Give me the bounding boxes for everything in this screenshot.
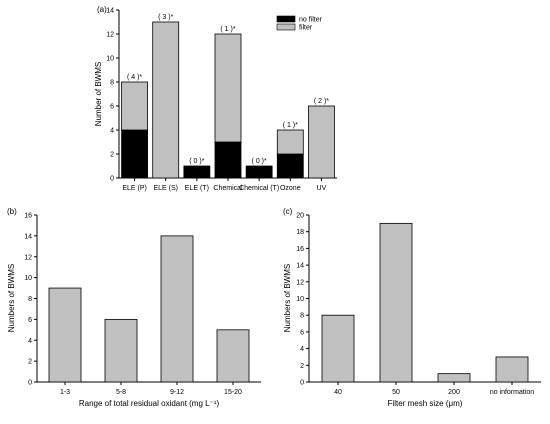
y-axis-label: Numbers of BWMS [7,264,16,332]
legend-swatch [276,15,296,23]
panel-label: (a) [97,5,107,14]
y-tick-label: 6 [110,104,114,111]
bar-annotation: ( 3 )* [158,14,173,21]
y-tick-label: 8 [300,313,304,320]
bar-no-filter-5 [245,165,273,179]
y-tick-label: 2 [28,359,32,366]
x-tick-label: Chemical (T) [239,185,279,192]
y-tick-label: 8 [28,296,32,303]
chart-panel-1: 0 2 4 6 8 10 12 14 Number of BWMS (a) ( 4 )* ELE (P… [94,5,337,192]
x-tick-label: no information [490,389,534,396]
x-tick-label: ELE (P) [122,185,147,192]
chart-panel-2: 0 2 4 6 8 10 12 14 16 Numbers of BWMS (b) 1-3 5-8 9-1… [7,207,261,408]
x-tick-label: ELE (S) [153,185,178,192]
bar-4 [216,329,250,383]
y-tick-label: 10 [296,296,304,303]
y-axis-label: Number of BWMS [94,62,103,126]
x-axis-label: Filter mesh size (μm) [388,399,463,408]
bar-annotation: ( 0 )* [189,158,204,165]
y-tick-label: 0 [110,176,114,183]
bar-1 [321,314,355,383]
bar-2 [379,222,413,383]
y-tick-label: 12 [106,32,114,39]
x-tick-label: 5-8 [116,389,126,396]
x-tick-label: UV [317,185,327,192]
bar-annotation: ( 4 )* [127,74,142,81]
legend-label: no filter [299,17,323,24]
y-tick-label: 4 [300,346,304,353]
y-tick-label: 4 [28,338,32,345]
bar-annotation: ( 0 )* [252,158,267,165]
y-tick-label: 16 [296,246,304,253]
bar-2 [104,318,138,383]
y-tick-label: 14 [106,8,114,15]
bar-filter-4 [214,33,242,143]
bar-1 [48,287,82,383]
x-tick-label: 40 [334,389,342,396]
bar-no-filter-1 [121,129,148,179]
y-tick-label: 10 [24,275,32,282]
x-tick-label: 50 [392,389,400,396]
x-tick-label: 9-12 [170,389,184,396]
bar-no-filter-6 [276,153,304,179]
y-tick-label: 10 [106,56,114,63]
legend-label: filter [299,25,313,32]
legend-swatch [276,23,296,31]
bar-annotation: ( 1 )* [220,26,235,33]
x-tick-label: Ozone [280,185,301,192]
y-tick-label: 2 [110,152,114,159]
y-tick-label: 20 [296,213,304,220]
bar-annotation: ( 1 )* [283,122,298,129]
x-tick-label: 200 [448,389,460,396]
y-tick-label: 12 [24,254,32,261]
y-tick-label: 14 [24,233,32,240]
bar-filter-2 [152,21,180,179]
chart-panel-3: 0 2 4 6 8 10 12 14 16 18 20 Numbers of BWMS (c) 40 50 2… [283,207,541,408]
y-tick-label: 2 [300,363,304,370]
x-tick-label: ELE (T) [185,185,209,192]
bar-annotation: ( 2 )* [314,98,329,105]
y-tick-label: 16 [24,213,32,220]
y-tick-label: 0 [300,380,304,387]
x-tick-label: 15-20 [224,389,242,396]
bar-no-filter-3 [183,165,211,179]
bar-no-filter-4 [214,141,242,179]
y-tick-label: 6 [28,317,32,324]
x-tick-label: 1-3 [60,389,70,396]
bar-filter-6 [276,129,304,155]
panel-label: (b) [7,207,17,216]
y-tick-label: 14 [296,263,304,270]
bar-3 [437,373,471,383]
bar-filter-1 [121,81,148,131]
y-tick-label: 18 [296,229,304,236]
y-tick-label: 6 [300,329,304,336]
y-tick-label: 0 [28,380,32,387]
bar-filter-7 [308,105,335,179]
bar-3 [160,235,194,383]
x-axis-label: Range of total residual oxidant (mg L⁻¹) [79,399,220,408]
panel-label: (c) [283,207,293,216]
y-tick-label: 4 [110,128,114,135]
y-tick-label: 8 [110,80,114,87]
y-axis-label: Numbers of BWMS [283,264,292,332]
x-tick-label: Chemical [213,185,243,192]
bar-4 [495,356,529,383]
y-tick-label: 12 [296,279,304,286]
